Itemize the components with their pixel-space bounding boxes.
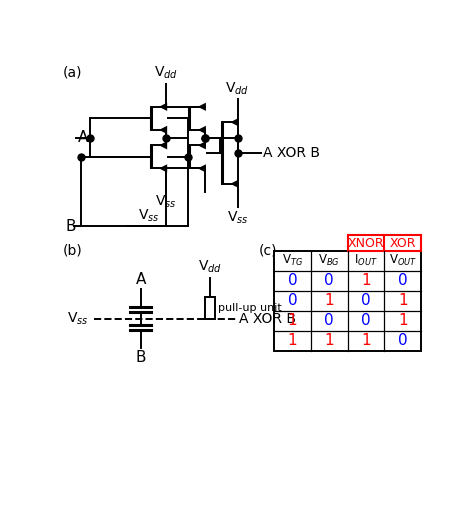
Text: 1: 1 xyxy=(288,333,297,348)
Text: V$_{dd}$: V$_{dd}$ xyxy=(198,259,222,275)
Text: 1: 1 xyxy=(398,314,408,328)
Text: 0: 0 xyxy=(398,273,408,288)
Text: 1: 1 xyxy=(361,333,371,348)
Text: 0: 0 xyxy=(324,314,334,328)
Text: V$_{dd}$: V$_{dd}$ xyxy=(226,80,249,97)
Text: B: B xyxy=(65,219,76,234)
Text: 0: 0 xyxy=(398,333,408,348)
Text: (a): (a) xyxy=(63,66,82,80)
Text: (c): (c) xyxy=(259,243,278,257)
Text: V$_{OUT}$: V$_{OUT}$ xyxy=(389,253,417,268)
Text: B: B xyxy=(136,350,146,365)
Text: V$_{ss}$: V$_{ss}$ xyxy=(67,311,89,327)
Bar xyxy=(274,251,421,351)
Text: 0: 0 xyxy=(361,314,371,328)
Text: V$_{ss}$: V$_{ss}$ xyxy=(155,194,177,210)
Text: XOR: XOR xyxy=(390,236,416,249)
Text: A: A xyxy=(136,272,146,287)
Text: pull-up unit: pull-up unit xyxy=(218,303,282,313)
Text: 1: 1 xyxy=(398,293,408,309)
Text: 1: 1 xyxy=(324,293,334,309)
Text: 0: 0 xyxy=(288,293,297,309)
Text: V$_{TG}$: V$_{TG}$ xyxy=(282,253,303,268)
Text: 1: 1 xyxy=(361,273,371,288)
Text: V$_{dd}$: V$_{dd}$ xyxy=(154,65,178,81)
Text: (b): (b) xyxy=(63,243,83,257)
Text: A: A xyxy=(78,130,88,145)
Text: V$_{ss}$: V$_{ss}$ xyxy=(227,209,248,226)
Text: XNOR: XNOR xyxy=(347,236,384,249)
Text: V$_{BG}$: V$_{BG}$ xyxy=(318,253,340,268)
Text: I$_{OUT}$: I$_{OUT}$ xyxy=(354,253,378,268)
Text: 0: 0 xyxy=(288,273,297,288)
Text: A XOR B: A XOR B xyxy=(263,146,320,160)
Text: 1: 1 xyxy=(288,314,297,328)
Text: 1: 1 xyxy=(324,333,334,348)
Text: 0: 0 xyxy=(361,293,371,309)
Text: 0: 0 xyxy=(324,273,334,288)
Text: A XOR B: A XOR B xyxy=(239,312,296,326)
Text: V$_{ss}$: V$_{ss}$ xyxy=(137,208,159,224)
Bar xyxy=(205,297,215,319)
